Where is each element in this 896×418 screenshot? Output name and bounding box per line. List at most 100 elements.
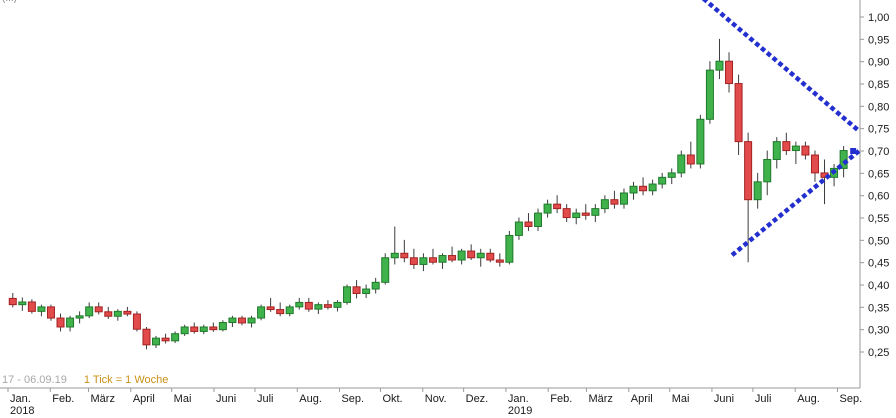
- candle-down: [46, 306, 55, 319]
- candle-up: [543, 203, 552, 214]
- candle-down: [56, 317, 65, 328]
- candle-up: [285, 306, 294, 315]
- candle-up: [218, 322, 227, 331]
- candle-up: [753, 181, 762, 201]
- price-tick-label: 0,75: [868, 124, 889, 136]
- candle-down: [734, 83, 743, 143]
- month-label: April: [631, 393, 653, 405]
- candle-up: [381, 257, 390, 283]
- candle-down: [428, 257, 437, 263]
- candle-up: [85, 306, 94, 317]
- candle-down: [323, 304, 332, 308]
- candle-up: [696, 118, 705, 165]
- candle-down: [495, 259, 504, 263]
- candle-down: [132, 313, 141, 330]
- candle-up: [763, 158, 772, 183]
- candle-up: [705, 69, 714, 120]
- candle-down: [190, 326, 199, 332]
- candle-down: [276, 309, 285, 315]
- month-label: Feb.: [550, 393, 572, 405]
- candle-down: [209, 326, 218, 331]
- month-label: April: [133, 393, 155, 405]
- candle-up: [534, 212, 543, 227]
- price-tick-label: 0,25: [868, 347, 889, 359]
- candle-down: [467, 250, 476, 259]
- month-label: Dez.: [466, 393, 489, 405]
- month-label: Mai: [174, 393, 192, 405]
- candle-down: [8, 297, 17, 306]
- month-label: Feb.: [52, 393, 74, 405]
- candle-up: [113, 310, 122, 317]
- price-tick-label: 0,60: [868, 191, 889, 203]
- candle-down: [304, 301, 313, 310]
- month-label: Nov.: [425, 393, 447, 405]
- price-tick-label: 0,65: [868, 168, 889, 180]
- candle-up: [247, 317, 256, 324]
- month-label: Jan.: [10, 393, 31, 405]
- price-tick-label: 0,30: [868, 325, 889, 337]
- candle-up: [314, 304, 323, 310]
- candle-up: [180, 326, 189, 335]
- candle-down: [448, 255, 457, 261]
- candle-down: [486, 252, 495, 261]
- candle-up: [171, 333, 180, 342]
- price-tick-label: 0,45: [868, 258, 889, 270]
- candle-down: [524, 221, 533, 227]
- triangle-upper-trendline: [701, 0, 863, 135]
- candle-up: [839, 150, 848, 169]
- candle-up: [572, 212, 581, 219]
- candle-up: [66, 317, 75, 328]
- candle-up: [199, 326, 208, 332]
- candle-up: [257, 306, 266, 319]
- candle-up: [715, 60, 724, 71]
- price-tick-label: 0,40: [868, 280, 889, 292]
- candle-down: [782, 141, 791, 152]
- date-range-label: 17 - 06.09.19: [2, 374, 67, 386]
- month-label: März: [91, 393, 115, 405]
- candle-down: [409, 257, 418, 265]
- candle-down: [581, 212, 590, 216]
- price-tick-label: 0,50: [868, 235, 889, 247]
- candle-down: [562, 208, 571, 219]
- month-label: Aug.: [299, 393, 322, 405]
- tick-interval-label: 1 Tick = 1 Woche: [83, 374, 169, 386]
- candle-down: [123, 310, 132, 315]
- month-label: Mai: [672, 393, 690, 405]
- candle-down: [161, 337, 170, 342]
- candle-up: [18, 301, 27, 306]
- candle-up: [629, 185, 638, 194]
- candle-up: [648, 183, 657, 192]
- candle-up: [677, 154, 686, 174]
- candle-down: [352, 286, 361, 294]
- candle-up: [419, 257, 428, 265]
- month-label: Sep.: [341, 393, 364, 405]
- candle-up: [75, 315, 84, 319]
- price-tick-label: 0,35: [868, 302, 889, 314]
- candle-down: [400, 252, 409, 259]
- candle-up: [371, 281, 380, 290]
- candle-up: [152, 337, 161, 346]
- month-label: Juni: [216, 393, 236, 405]
- month-label: Okt.: [382, 393, 402, 405]
- price-tick-label: 0,70: [868, 146, 889, 158]
- candle-down: [810, 154, 819, 174]
- candle-up: [295, 301, 304, 308]
- price-tick-label: 1,00: [868, 12, 889, 24]
- year-label: 2018: [10, 405, 34, 417]
- candle-up: [476, 252, 485, 259]
- candle-up: [791, 145, 800, 152]
- candle-up: [772, 141, 781, 160]
- price-tick-label: 0,85: [868, 79, 889, 91]
- candle-up: [37, 306, 46, 312]
- month-label: Juni: [714, 393, 734, 405]
- candle-up: [514, 221, 523, 236]
- chart-footer: 17 - 06.09.19 1 Tick = 1 Woche: [2, 374, 168, 386]
- triangle-lower-trendline: [730, 147, 863, 257]
- candle-up: [362, 288, 371, 294]
- month-label: Jan.: [508, 393, 529, 405]
- candle-up: [658, 176, 667, 185]
- partial-title: (...): [2, 0, 17, 4]
- candle-up: [600, 199, 609, 210]
